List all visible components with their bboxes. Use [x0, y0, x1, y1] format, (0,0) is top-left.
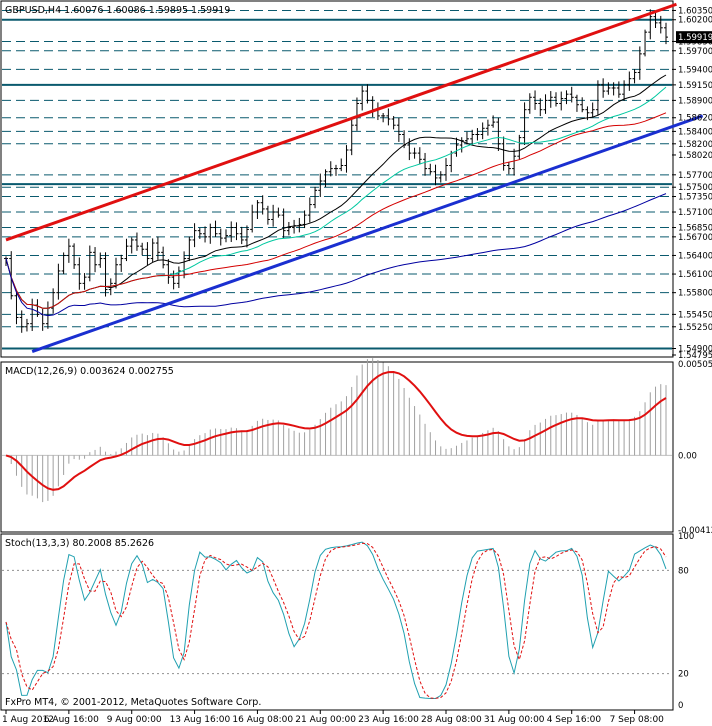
moving-average-line — [5, 193, 667, 317]
price-tick-label: 1.57350 — [678, 193, 712, 203]
time-tick-label: 31 Aug 00:00 — [484, 715, 545, 725]
price-tick-label: 1.56100 — [678, 270, 712, 280]
time-tick-label: 21 Aug 00:00 — [295, 715, 356, 725]
macd-tick-label: -0.004129 — [678, 526, 712, 536]
copyright-text: FxPro MT4, © 2001-2012, MetaQuotes Softw… — [5, 697, 261, 708]
time-tick-label: 4 Sep 16:00 — [547, 715, 602, 725]
moving-averages — [5, 74, 667, 317]
macd-panel[interactable]: MACD(12,26,9) 0.003624 0.002755 0.005054… — [0, 358, 712, 536]
macd-axis: 0.005054 0.00 -0.004129 — [678, 360, 712, 536]
moving-average-line — [5, 112, 667, 309]
moving-average-line — [5, 74, 667, 309]
price-tick-label: 1.58620 — [678, 114, 712, 124]
price-tick-label: 1.54900 — [678, 344, 712, 354]
price-panel[interactable]: GBPUSD,H4 1.60076 1.60086 1.59895 1.5991… — [0, 0, 712, 361]
price-tick-label: 1.57500 — [678, 183, 712, 193]
price-panel-frame — [0, 0, 674, 358]
price-tick-label: 1.58200 — [678, 140, 712, 150]
price-tick-label: 1.55800 — [678, 289, 712, 299]
symbol-ohlc-header: GBPUSD,H4 1.60076 1.60086 1.59895 1.5991… — [5, 5, 230, 16]
macd-signal-line — [5, 370, 667, 491]
stoch-tick-label: 80 — [678, 566, 689, 576]
stoch-tick-label: 100 — [678, 532, 694, 542]
time-tick-label: 28 Aug 08:00 — [421, 715, 482, 725]
time-tick-label: 6 Aug 16:00 — [44, 715, 99, 725]
stoch-panel[interactable]: Stoch(13,3,3) 80.2008 85.2626 FxPro MT4,… — [0, 532, 694, 711]
price-tick-label: 1.58400 — [678, 127, 712, 137]
time-tick-label: 1 Aug 2012 — [2, 715, 54, 725]
price-tick-label: 1.58900 — [678, 96, 712, 106]
stoch-main-line — [5, 541, 667, 699]
price-tick-label: 1.58020 — [678, 151, 712, 161]
macd-title: MACD(12,26,9) 0.003624 0.002755 — [5, 366, 174, 377]
price-tick-label: 1.56700 — [678, 233, 712, 243]
price-axis: 1.603501.602001.598501.597001.594001.591… — [672, 6, 712, 361]
stoch-tick-label: 20 — [678, 670, 689, 680]
price-tick-label: 1.59700 — [678, 47, 712, 57]
price-tick-label: 1.55250 — [678, 323, 712, 333]
price-tick-label: 1.59150 — [678, 81, 712, 91]
trendlines[interactable] — [5, 2, 704, 354]
time-tick-label: 9 Aug 00:00 — [107, 715, 162, 725]
stoch-lines — [5, 541, 667, 699]
stoch-axis: 100 80 20 0 — [678, 532, 694, 711]
price-tick-label: 1.57100 — [678, 208, 712, 218]
price-tick-label: 1.57700 — [678, 171, 712, 181]
price-tick-label: 1.55450 — [678, 310, 712, 320]
price-tick-label: 1.56850 — [678, 224, 712, 234]
horizontal-levels — [2, 9, 672, 350]
macd-signal-line — [5, 370, 667, 491]
current-price-box — [676, 31, 712, 44]
macd-histogram — [2, 358, 672, 503]
price-tick-label: 1.59400 — [678, 65, 712, 75]
stoch-panel-frame — [0, 533, 674, 711]
price-tick-label: 1.60350 — [678, 6, 712, 16]
time-tick-label: 13 Aug 16:00 — [170, 715, 231, 725]
current-price-label: 1.59919 — [678, 33, 712, 43]
price-tick-label: 1.56400 — [678, 251, 712, 261]
macd-tick-label: 0.00 — [678, 451, 697, 461]
time-tick-label: 16 Aug 08:00 — [232, 715, 293, 725]
time-tick-label: 7 Sep 08:00 — [610, 715, 665, 725]
price-tick-label: 1.60200 — [678, 16, 712, 26]
stoch-title: Stoch(13,3,3) 80.2008 85.2626 — [5, 538, 154, 549]
stoch-levels — [2, 569, 672, 675]
price-tick-label: 1.54795 — [678, 351, 712, 361]
stoch-tick-label: 0 — [678, 701, 683, 711]
time-tick-label: 23 Aug 16:00 — [358, 715, 419, 725]
trendline — [31, 114, 704, 354]
macd-tick-label: 0.005054 — [678, 360, 712, 370]
trendline — [5, 2, 677, 242]
